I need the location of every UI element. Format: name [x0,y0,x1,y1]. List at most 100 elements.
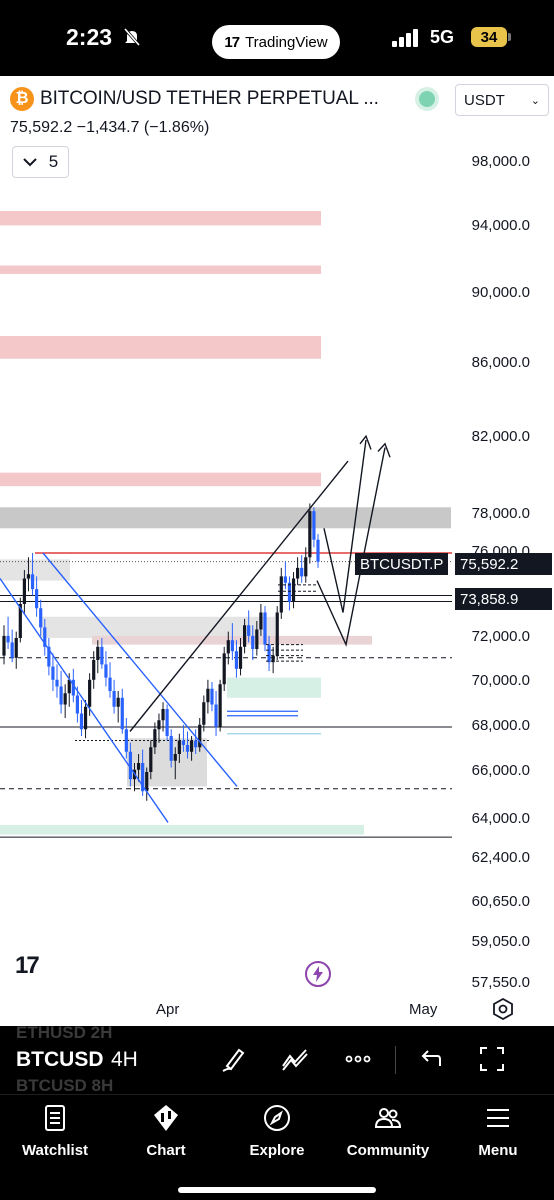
symbol-row[interactable]: ₿ BITCOIN/USD TETHER PERPETUAL ... [10,86,379,112]
toolbar-divider [395,1046,396,1074]
zones-layer [0,211,451,835]
candle-body [283,576,287,583]
bitcoin-logo-icon: ₿ [10,87,34,111]
currency-select[interactable]: USDT ⌄ [455,84,549,116]
candle-body [304,557,308,577]
candle-body [112,691,116,707]
more-icon[interactable] [343,1044,373,1074]
candle-body [161,709,165,721]
channel-line [0,578,169,823]
symbol-title[interactable]: BITCOIN/USD TETHER PERPETUAL ... [40,88,379,109]
candle-body [238,646,243,669]
fullscreen-icon[interactable] [477,1044,507,1074]
symbol-button[interactable]: BTCUSD [16,1048,104,1071]
candle-body [296,567,300,579]
pen-icon[interactable] [219,1044,249,1074]
chart-toolbar: ETHUSD 2H BTCUSD 4H BTCUSD 8H [0,1023,554,1095]
chart-canvas[interactable] [0,76,554,1026]
timeframe-button[interactable]: 4H [111,1048,138,1071]
last-price-tag: 75,592.2 [455,553,552,575]
candle-body [63,693,67,705]
candle-body [153,729,157,748]
candle-body [10,642,14,658]
price-change: 75,592.2 −1,434.7 (−1.86%) [10,119,210,136]
ghost-symbol-above: ETHUSD 2H [16,1023,113,1042]
candle-body [226,640,230,654]
candle-body [59,686,63,705]
y-tick-label: 82,000.0 [471,428,530,445]
trend-line [129,460,349,732]
indicators-collapse-button[interactable]: 5 [12,146,69,178]
candle-body [173,754,177,761]
demand-zone [227,677,321,698]
candle-body [222,653,226,685]
market-status-icon[interactable] [410,86,444,112]
candle-body [279,576,283,613]
nav-chart[interactable]: Chart [116,1103,216,1159]
candle-body [104,664,108,678]
demand-zone [0,824,364,835]
candle-body [43,627,47,647]
level-price-tag: 73,858.9 [455,588,552,610]
y-tick-label: 98,000.0 [471,153,530,170]
y-tick-label: 60,650.0 [471,893,530,910]
y-tick-label: 90,000.0 [471,284,530,301]
candle-body [100,646,104,665]
candle-body [136,763,141,770]
candle-body [185,745,190,752]
battery-icon: 34 [471,27,507,47]
market-status-dot [419,91,435,107]
candle-body [2,635,6,656]
y-tick-label: 72,000.0 [471,628,530,645]
candle-body [88,679,92,707]
compass-icon [264,1105,290,1131]
y-tick-label: 64,000.0 [471,810,530,827]
candle-body [287,582,292,602]
candle-body [116,697,120,707]
supply-zone [0,472,321,487]
candle-body [312,511,316,540]
nav-menu[interactable]: Menu [448,1103,548,1159]
bell-slash-icon [123,28,141,46]
chevron-down-icon: ⌄ [530,94,540,107]
candle-body [267,644,271,663]
nav-label: Community [346,1142,430,1159]
app-pill-label: TradingView [245,33,328,51]
chart-region[interactable]: ₿ BITCOIN/USD TETHER PERPETUAL ... USDT … [0,76,554,1026]
drawing-tools-icon[interactable] [280,1044,310,1074]
candle-body [234,651,239,669]
settings-icon[interactable] [492,998,514,1020]
nav-community[interactable]: Community [338,1103,438,1159]
nav-explore[interactable]: Explore [227,1103,327,1159]
bottom-nav: Watchlist Chart Explore Community Me [0,1094,554,1200]
candle-body [275,612,279,656]
candle-body [6,635,10,643]
candle-body [198,724,202,748]
indicator-count: 5 [48,152,59,171]
candle-body [300,567,304,577]
nav-watchlist[interactable]: Watchlist [5,1103,105,1159]
candle-body [141,763,145,792]
x-tick-label: May [409,1001,438,1018]
candle-body [202,702,206,725]
channel-line [42,552,238,787]
candle-body [169,736,173,761]
projection-path [316,447,386,647]
undo-icon[interactable] [416,1044,446,1074]
arrow-head [359,434,372,450]
community-icon [374,1108,402,1128]
y-tick-label: 62,400.0 [471,849,530,866]
app-pill[interactable]: 17 TradingView [212,25,340,59]
battery-level: 34 [480,28,498,46]
watchlist-icon [45,1105,65,1131]
network-label: 5G [430,27,455,47]
lightning-icon[interactable] [304,960,332,988]
candle-body [83,706,88,730]
candle-body [22,578,26,604]
supply-zone [0,336,321,359]
candle-body [71,679,75,696]
y-tick-label: 59,050.0 [471,933,530,950]
candle-body [316,539,320,562]
candle-body [230,640,234,652]
y-tick-label: 70,000.0 [471,672,530,689]
